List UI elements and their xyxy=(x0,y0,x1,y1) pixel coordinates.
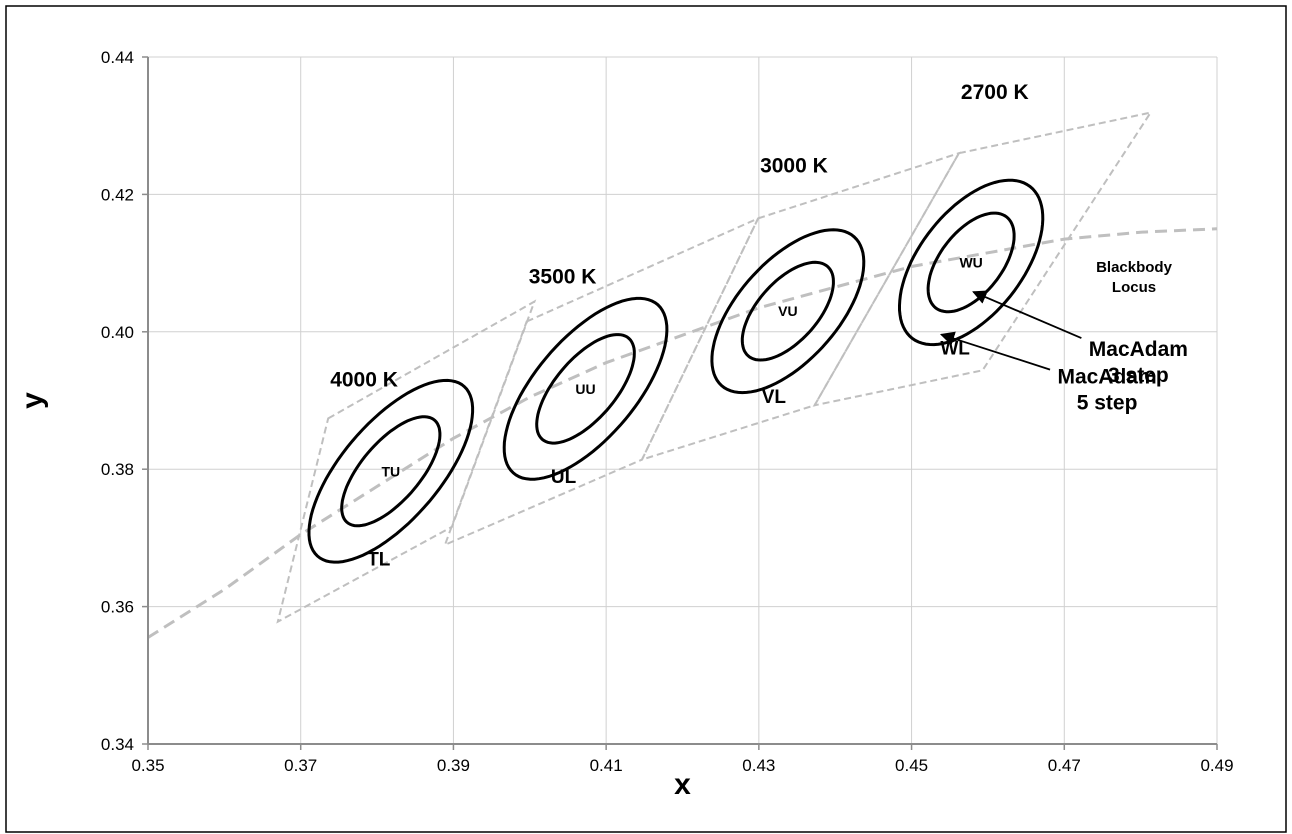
blackbody-locus-label-line2: Locus xyxy=(1112,279,1156,296)
quadrangle-3 xyxy=(812,111,1153,407)
x-axis-title: x xyxy=(674,768,691,801)
x-tick-label: 0.49 xyxy=(1200,756,1233,775)
center-label: VU xyxy=(778,303,797,319)
y-tick-label: 0.34 xyxy=(101,735,134,754)
center-label: TU xyxy=(381,463,400,479)
x-tick-label: 0.35 xyxy=(131,756,164,775)
macadam-5-step-ellipse xyxy=(502,296,669,481)
x-tick-label: 0.41 xyxy=(590,756,623,775)
y-tick-label: 0.36 xyxy=(101,598,134,617)
axes: 0.35 0.37 0.39 0.41 0.43 0.45 0.47 0.49 0.34 0.36… xyxy=(101,48,1234,775)
x-tick-label: 0.43 xyxy=(742,756,775,775)
macadam-3-step-ellipse xyxy=(926,211,1016,314)
ellipses-layer xyxy=(307,178,1045,564)
bottom-corner-label: TL xyxy=(367,549,391,570)
bottom-corner-label: UL xyxy=(551,467,577,488)
macadam-3-step-ellipse xyxy=(740,260,835,362)
x-tick-label: 0.39 xyxy=(437,756,470,775)
x-tick-label: 0.45 xyxy=(895,756,928,775)
cct-label: 3000 K xyxy=(760,154,828,177)
bottom-corner-label: VL xyxy=(762,387,787,408)
macadam3-arrow xyxy=(972,290,1082,339)
quadrangles-layer xyxy=(276,111,1153,624)
y-tick-label: 0.38 xyxy=(101,460,134,479)
macadam3-label-line2: 3 step xyxy=(1108,364,1169,387)
macadam-3-step-ellipse xyxy=(340,415,442,528)
center-label: UU xyxy=(575,381,595,397)
y-tick-label: 0.42 xyxy=(101,185,134,204)
macadam-5-step-ellipse xyxy=(307,378,475,564)
chart-frame xyxy=(5,5,1287,833)
cct-label: 4000 K xyxy=(330,368,398,391)
grid-lines xyxy=(148,56,1218,744)
macadam-5-step-ellipse xyxy=(898,178,1045,347)
macadam5-arrow xyxy=(939,331,1051,371)
macadam3-label-line1: MacAdam xyxy=(1089,338,1188,361)
cct-label: 2700 K xyxy=(961,81,1029,104)
x-tick-label: 0.37 xyxy=(284,756,317,775)
center-label: WU xyxy=(959,254,982,270)
blackbody-locus-label-line1: Blackbody xyxy=(1096,259,1173,276)
macadam5-label-line2: 5 step xyxy=(1077,392,1138,415)
cct-label: 3500 K xyxy=(529,265,597,288)
x-tick-label: 0.47 xyxy=(1048,756,1081,775)
y-tick-label: 0.40 xyxy=(101,323,134,342)
blackbody-locus-layer xyxy=(147,227,1218,639)
y-tick-label: 0.44 xyxy=(101,48,134,67)
macadam5-label-line1: MacAdam xyxy=(1057,366,1156,389)
macadam-3-step-ellipse xyxy=(535,333,636,445)
y-axis-title: y xyxy=(16,392,49,409)
blackbody-locus-line xyxy=(147,227,1218,639)
macadam-5-step-ellipse xyxy=(710,228,866,395)
